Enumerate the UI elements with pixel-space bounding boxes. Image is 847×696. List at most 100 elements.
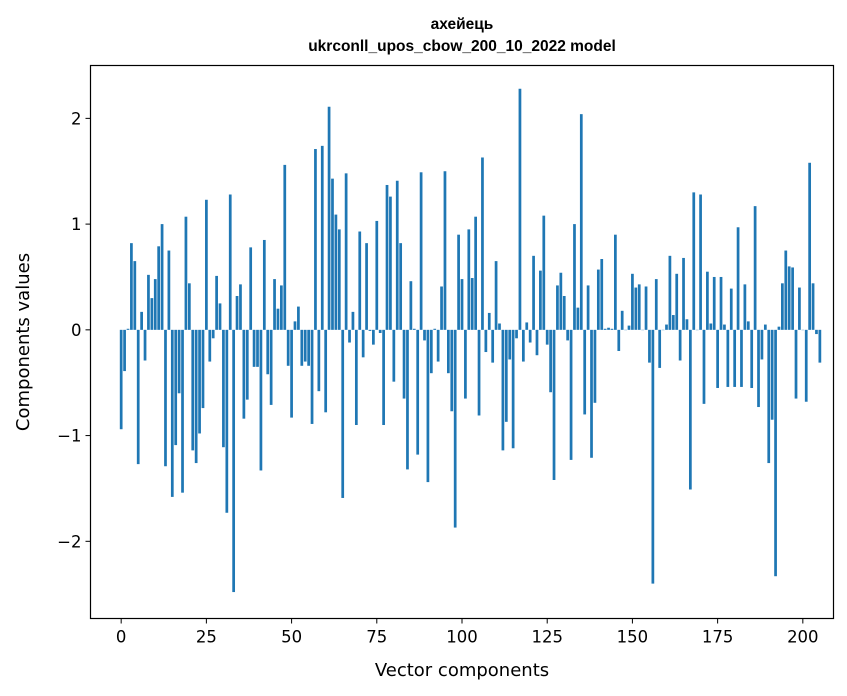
- bar-156: [651, 329, 655, 584]
- y-tick-label: 0: [71, 321, 82, 340]
- bar-72: [365, 243, 368, 330]
- bar-95: [443, 171, 447, 330]
- y-axis-label: Components values: [13, 253, 34, 431]
- bar-187: [757, 329, 760, 408]
- bar-144: [610, 328, 614, 330]
- bar-14: [167, 250, 171, 330]
- bar-93: [436, 329, 440, 362]
- bar-5: [136, 329, 140, 465]
- x-tick-label: 25: [196, 628, 217, 647]
- bar-174: [712, 276, 716, 330]
- bar-60: [324, 329, 328, 413]
- bar-92: [433, 328, 437, 330]
- bar-83: [402, 329, 406, 399]
- bar-85: [409, 281, 413, 330]
- bar-21: [191, 329, 195, 451]
- bar-62: [331, 178, 334, 330]
- x-tick-label: 175: [702, 628, 734, 647]
- bar-80: [392, 329, 396, 382]
- bar-184: [746, 321, 750, 330]
- bar-25: [205, 199, 208, 330]
- bar-143: [607, 327, 610, 330]
- bar-58: [317, 329, 321, 392]
- bar-6: [140, 311, 143, 330]
- bar-11: [157, 246, 161, 330]
- bar-65: [341, 329, 345, 498]
- bar-119: [525, 322, 529, 330]
- bar-82: [399, 243, 403, 330]
- bar-51: [293, 321, 297, 330]
- bar-182: [740, 329, 743, 387]
- bar-99: [457, 234, 460, 330]
- bar-130: [562, 296, 566, 330]
- bar-26: [208, 329, 212, 362]
- bar-13: [164, 329, 167, 467]
- bar-168: [692, 192, 696, 330]
- bar-150: [631, 273, 634, 330]
- bar-34: [235, 296, 239, 330]
- bar-59: [320, 145, 324, 330]
- bar-201: [804, 329, 808, 402]
- bar-175: [716, 329, 719, 388]
- bar-188: [760, 329, 764, 360]
- bar-164: [678, 329, 682, 361]
- x-axis-label: Vector components: [375, 660, 549, 681]
- bar-94: [440, 286, 443, 330]
- bar-149: [627, 325, 631, 330]
- bar-205: [818, 329, 822, 363]
- bar-15: [170, 329, 174, 497]
- bar-112: [501, 329, 505, 451]
- bar-195: [784, 250, 788, 330]
- bar-29: [218, 303, 222, 330]
- bar-32: [228, 194, 232, 330]
- bar-44: [269, 329, 273, 405]
- bar-96: [447, 329, 450, 374]
- bar-101: [464, 329, 467, 399]
- bar-118: [521, 329, 525, 362]
- bar-176: [719, 276, 723, 330]
- bar-202: [808, 162, 812, 330]
- bar-12: [160, 224, 164, 330]
- bar-74: [372, 329, 375, 345]
- bar-133: [573, 224, 576, 330]
- bar-20: [187, 283, 191, 330]
- bar-88: [419, 172, 423, 330]
- bar-137: [586, 285, 590, 330]
- bar-84: [406, 329, 409, 470]
- bar-180: [733, 329, 737, 387]
- bar-141: [600, 259, 604, 330]
- bar-30: [222, 329, 225, 448]
- bar-73: [368, 329, 372, 331]
- bar-197: [791, 267, 794, 330]
- bar-160: [665, 324, 668, 330]
- bar-191: [770, 329, 774, 420]
- bar-127: [552, 329, 556, 480]
- bar-109: [491, 329, 495, 363]
- bar-192: [774, 329, 777, 577]
- bar-75: [375, 220, 379, 330]
- bar-100: [460, 279, 464, 330]
- bar-55: [307, 329, 310, 366]
- bar-181: [736, 227, 740, 330]
- bar-108: [487, 312, 491, 330]
- bar-170: [699, 194, 702, 330]
- bar-90: [426, 329, 430, 483]
- bar-132: [569, 329, 573, 460]
- bar-49: [286, 329, 290, 366]
- chart-title-line-1: ахейець: [431, 16, 494, 33]
- bar-171: [702, 329, 706, 404]
- bar-4: [133, 261, 137, 330]
- bar-39: [252, 329, 256, 367]
- bar-204: [815, 329, 818, 335]
- bar-140: [596, 269, 600, 330]
- bar-17: [177, 329, 181, 394]
- bar-121: [532, 255, 535, 330]
- bar-154: [644, 286, 648, 330]
- bar-70: [358, 231, 362, 330]
- bar-66: [344, 173, 348, 330]
- bar-37: [245, 329, 249, 400]
- bar-47: [280, 285, 283, 330]
- bar-163: [675, 273, 679, 330]
- bar-162: [671, 315, 675, 330]
